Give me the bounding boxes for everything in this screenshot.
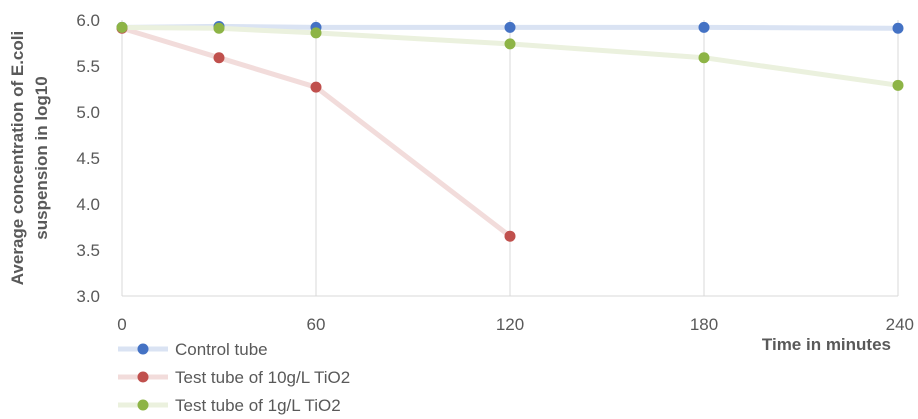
legend-label: Test tube of 1g/L TiO2: [175, 396, 341, 415]
legend-marker: [137, 371, 149, 383]
gridlines: [121, 20, 899, 297]
legend-marker: [137, 399, 149, 411]
x-tick-label: 60: [307, 315, 326, 334]
data-point-series-2: [310, 81, 322, 93]
y-tick-label: 5.0: [76, 103, 100, 122]
y-axis-title-line-1: Average concentration of E.coli: [8, 31, 27, 285]
x-tick-label: 240: [886, 315, 914, 334]
series-line-2: [119, 25, 513, 239]
x-axis-title: Time in minutes: [762, 335, 891, 354]
data-point-series-2: [213, 52, 225, 64]
series-lines: [119, 23, 901, 239]
y-axis-title-line-2: suspension in log10: [32, 76, 51, 239]
y-axis-ticks: 3.0 3.5 4.0 4.5 5.0 5.5 6.0: [76, 11, 100, 306]
data-point-series-3: [892, 79, 904, 91]
data-point-series-3: [116, 21, 128, 33]
series-points: [116, 20, 904, 242]
data-point-series-3: [213, 22, 225, 34]
legend-marker: [137, 343, 149, 355]
y-tick-label: 5.5: [76, 57, 100, 76]
data-point-series-1: [504, 21, 516, 33]
y-tick-label: 4.0: [76, 195, 100, 214]
y-tick-label: 3.5: [76, 241, 100, 260]
y-tick-label: 6.0: [76, 11, 100, 30]
data-point-series-1: [892, 22, 904, 34]
x-tick-label: 120: [496, 315, 524, 334]
legend-label: Control tube: [175, 340, 268, 359]
x-tick-label: 180: [690, 315, 718, 334]
legend-label: Test tube of 10g/L TiO2: [175, 368, 350, 387]
legend-item-3: Test tube of 1g/L TiO2: [118, 396, 341, 415]
y-tick-label: 3.0: [76, 287, 100, 306]
data-point-series-3: [698, 52, 710, 64]
y-tick-label: 4.5: [76, 149, 100, 168]
data-point-series-3: [310, 27, 322, 39]
legend-item-2: Test tube of 10g/L TiO2: [118, 368, 350, 387]
legend-item-1: Control tube: [118, 340, 268, 359]
data-point-series-2: [504, 230, 516, 242]
series-line-3: [119, 24, 901, 88]
x-axis-ticks: 0 60 120 180 240: [117, 315, 914, 334]
legend: Control tube Test tube of 10g/L TiO2 Test …: [118, 340, 350, 415]
x-tick-label: 0: [117, 315, 126, 334]
data-point-series-3: [504, 38, 516, 50]
data-point-series-1: [698, 21, 710, 33]
